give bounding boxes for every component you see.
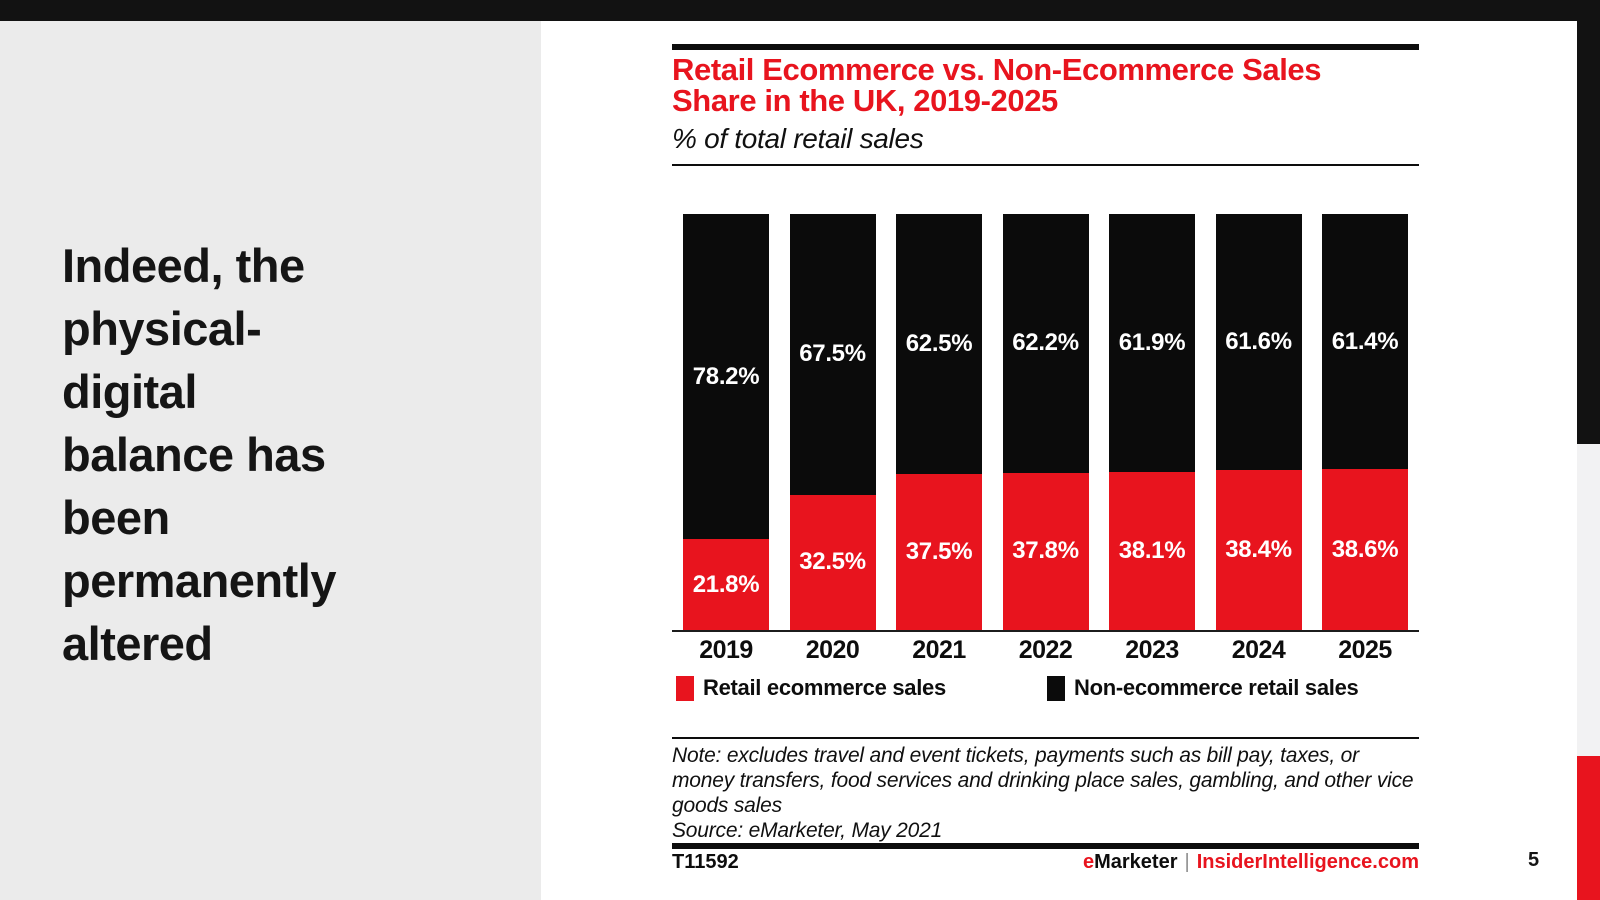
headline-line: permanently [62,554,336,607]
headline-line: balance has [62,428,326,481]
chart-subtitle: % of total retail sales [672,123,924,154]
x-axis-label-2025: 2025 [1338,636,1392,664]
brand-divider: | [1184,851,1190,873]
x-axis-label-2020: 2020 [805,636,860,664]
bar-2025: 61.4% 38.6% [1322,214,1408,630]
right-edge-gray-bar [1577,444,1600,756]
segment-non-ecommerce-2023: 61.9% [1109,214,1195,472]
headline-line: digital [62,365,197,418]
legend-label-ecommerce: Retail ecommerce sales [703,675,946,700]
headline-line: been [62,491,170,544]
bar-2021: 62.5% 37.5% [896,214,982,630]
top-accent-bar [0,0,1600,21]
legend-swatch-red-icon [676,675,694,701]
brand-site-link: InsiderIntelligence.com [1196,851,1419,873]
right-edge-black-bar [1577,0,1600,444]
chart-note: Note: excludes travel and event tickets,… [672,743,1414,843]
brand-lockup: eMarketer | InsiderIntelligence.com [1083,851,1419,874]
value-label-non-ecommerce-2024: 61.6% [1225,328,1292,356]
bar-2019: 78.2% 21.8% [683,214,769,630]
title-top-rule [672,44,1419,50]
brand-marketer: Marketer [1094,851,1178,873]
brand-e: e [1082,851,1095,873]
value-label-non-ecommerce-2019: 78.2% [692,362,760,390]
headline-line: physical- [62,302,262,355]
stacked-bar-plot: 78.2% 21.8% 67.5% 32.5% 62.5% 37.5% 62.2% 37.8%… [683,214,1408,630]
note-line: Note: excludes travel and event tickets,… [672,744,1359,767]
chart-legend: Retail ecommerce sales Non-ecommerce ret… [672,675,1419,703]
value-label-ecommerce-2021: 37.5% [905,538,973,565]
value-label-ecommerce-2020: 32.5% [799,548,866,576]
segment-non-ecommerce-2021: 62.5% [896,214,982,474]
segment-non-ecommerce-2024: 61.6% [1215,214,1302,471]
chart-panel: Retail Ecommerce vs. Non-Ecommerce Sales… [672,0,1419,900]
segment-non-ecommerce-2020: 67.5% [789,214,876,495]
left-quote-panel: Indeed, the physical- digital balance ha… [0,21,541,900]
value-label-non-ecommerce-2023: 61.9% [1118,328,1186,356]
segment-ecommerce-2020: 32.5% [789,494,876,630]
x-axis-label-2023: 2023 [1125,636,1179,664]
subtitle-rule [672,164,1419,166]
value-label-non-ecommerce-2021: 62.5% [905,330,973,357]
value-label-non-ecommerce-2022: 62.2% [1012,329,1079,357]
headline-line: Indeed, the [62,239,305,292]
value-label-ecommerce-2022: 37.8% [1012,537,1079,565]
bar-2020: 67.5% 32.5% [789,214,876,630]
x-axis-label-2019: 2019 [699,636,753,664]
x-axis-labels: 2019 2020 2021 2022 2023 2024 2025 [683,636,1408,665]
page-number: 5 [1528,849,1540,871]
note-line: money transfers, food services and drink… [672,769,1414,792]
segment-non-ecommerce-2025: 61.4% [1322,214,1408,470]
right-edge-red-bar [1577,756,1600,900]
x-axis-label-2024: 2024 [1231,636,1286,664]
value-label-ecommerce-2023: 38.1% [1118,536,1186,564]
segment-non-ecommerce-2019: 78.2% [683,214,769,540]
x-axis-label-2021: 2021 [912,636,966,664]
slide-headline: Indeed, the physical- digital balance ha… [62,234,336,675]
segment-ecommerce-2019: 21.8% [683,539,769,630]
note-line: goods sales [672,794,782,817]
source-line: Source: eMarketer, May 2021 [672,819,943,842]
segment-ecommerce-2025: 38.6% [1322,469,1408,630]
value-label-non-ecommerce-2025: 61.4% [1331,327,1399,355]
legend-swatch-black-icon [1047,675,1065,701]
segment-non-ecommerce-2022: 62.2% [1002,214,1089,473]
x-axis-label-2022: 2022 [1018,636,1073,664]
bar-2024: 61.6% 38.4% [1215,214,1302,630]
chart-title-line2: Share in the UK, 2019-2025 [672,83,1058,118]
value-label-ecommerce-2024: 38.4% [1225,536,1292,564]
value-label-ecommerce-2025: 38.6% [1331,535,1399,563]
x-axis-line [672,630,1419,632]
note-rule [672,737,1419,739]
footer: T11592 eMarketer | InsiderIntelligence.c… [672,851,1419,874]
chart-id: T11592 [672,851,739,873]
segment-ecommerce-2021: 37.5% [896,474,982,630]
segment-ecommerce-2022: 37.8% [1002,472,1089,630]
segment-ecommerce-2023: 38.1% [1109,471,1195,630]
bar-2023: 61.9% 38.1% [1109,214,1195,630]
legend-item-ecommerce: Retail ecommerce sales [676,675,946,701]
value-label-non-ecommerce-2020: 67.5% [799,340,866,368]
segment-ecommerce-2024: 38.4% [1215,470,1302,630]
brand-emarketer: eMarketer [1083,851,1178,874]
headline-line: altered [62,617,213,670]
footer-rule [672,843,1419,849]
chart-title-line1: Retail Ecommerce vs. Non-Ecommerce Sales [672,52,1322,87]
legend-item-non-ecommerce: Non-ecommerce retail sales [1047,675,1359,701]
chart-title: Retail Ecommerce vs. Non-Ecommerce Sales… [672,54,1321,116]
bar-2022: 62.2% 37.8% [1002,214,1089,630]
legend-label-non-ecommerce: Non-ecommerce retail sales [1074,675,1359,700]
value-label-ecommerce-2019: 21.8% [692,570,760,598]
